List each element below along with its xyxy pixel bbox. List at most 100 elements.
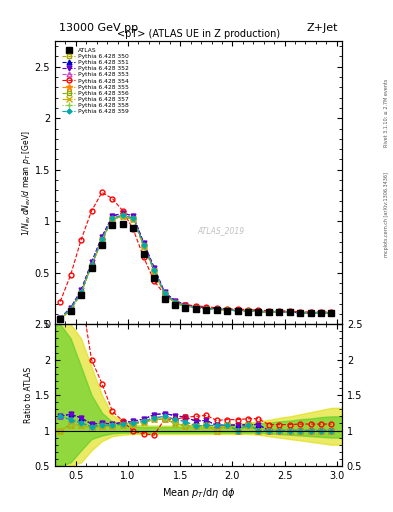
- Pythia 6.428 358: [204, 306, 209, 312]
- Pythia 6.428 353: [152, 267, 156, 273]
- Pythia 6.428 354: [214, 305, 219, 311]
- Pythia 6.428 358: [319, 310, 323, 316]
- Pythia 6.428 357: [235, 308, 240, 314]
- Pythia 6.428 352: [162, 289, 167, 295]
- Pythia 6.428 358: [225, 307, 230, 313]
- Pythia 6.428 358: [298, 310, 303, 316]
- Line: Pythia 6.428 358: Pythia 6.428 358: [57, 212, 335, 323]
- Pythia 6.428 355: [152, 268, 156, 274]
- Pythia 6.428 356: [141, 243, 146, 249]
- Line: Pythia 6.428 357: Pythia 6.428 357: [57, 212, 335, 323]
- Pythia 6.428 356: [183, 304, 188, 310]
- Pythia 6.428 357: [193, 305, 198, 311]
- Pythia 6.428 356: [173, 300, 177, 306]
- Line: Pythia 6.428 354: Pythia 6.428 354: [58, 190, 334, 314]
- Pythia 6.428 352: [298, 310, 303, 316]
- Pythia 6.428 359: [308, 310, 313, 316]
- Pythia 6.428 355: [110, 216, 115, 222]
- Pythia 6.428 352: [204, 305, 209, 311]
- Pythia 6.428 350: [110, 216, 115, 222]
- Pythia 6.428 357: [319, 310, 323, 316]
- Pythia 6.428 350: [298, 310, 303, 316]
- Pythia 6.428 350: [256, 309, 261, 315]
- Pythia 6.428 353: [225, 307, 230, 313]
- Pythia 6.428 356: [58, 316, 62, 322]
- Pythia 6.428 357: [89, 263, 94, 269]
- Pythia 6.428 355: [131, 216, 136, 222]
- Pythia 6.428 353: [99, 236, 104, 242]
- Pythia 6.428 357: [183, 304, 188, 310]
- Pythia 6.428 357: [287, 309, 292, 315]
- Pythia 6.428 355: [246, 308, 250, 314]
- Pythia 6.428 355: [235, 308, 240, 314]
- ATLAS: [308, 310, 313, 316]
- ATLAS: [319, 310, 323, 316]
- Pythia 6.428 359: [256, 309, 261, 315]
- Pythia 6.428 357: [99, 237, 104, 243]
- Pythia 6.428 352: [256, 308, 261, 314]
- Pythia 6.428 351: [319, 310, 323, 316]
- Pythia 6.428 352: [121, 210, 125, 216]
- Pythia 6.428 352: [214, 306, 219, 312]
- Pythia 6.428 356: [68, 307, 73, 313]
- Pythia 6.428 354: [121, 208, 125, 214]
- ATLAS: [131, 225, 136, 231]
- Pythia 6.428 357: [68, 307, 73, 313]
- Pythia 6.428 351: [214, 306, 219, 312]
- Pythia 6.428 357: [79, 290, 83, 296]
- Pythia 6.428 358: [173, 300, 177, 306]
- Pythia 6.428 353: [193, 305, 198, 311]
- ATLAS: [110, 222, 115, 228]
- Pythia 6.428 350: [214, 307, 219, 313]
- Pythia 6.428 357: [173, 300, 177, 306]
- Pythia 6.428 357: [266, 309, 271, 315]
- Pythia 6.428 355: [277, 309, 282, 315]
- Pythia 6.428 352: [277, 309, 282, 315]
- Line: Pythia 6.428 350: Pythia 6.428 350: [58, 214, 334, 322]
- Pythia 6.428 359: [183, 303, 188, 309]
- Pythia 6.428 357: [152, 268, 156, 274]
- Pythia 6.428 359: [152, 267, 156, 273]
- Pythia 6.428 355: [99, 237, 104, 243]
- Pythia 6.428 352: [287, 309, 292, 315]
- ATLAS: [79, 292, 83, 298]
- Pythia 6.428 353: [173, 298, 177, 305]
- Pythia 6.428 350: [79, 290, 83, 296]
- Pythia 6.428 356: [287, 309, 292, 315]
- Pythia 6.428 358: [152, 268, 156, 274]
- Pythia 6.428 353: [256, 309, 261, 315]
- Pythia 6.428 350: [308, 310, 313, 316]
- Pythia 6.428 358: [110, 216, 115, 222]
- Pythia 6.428 359: [204, 306, 209, 312]
- Pythia 6.428 350: [162, 291, 167, 297]
- Pythia 6.428 352: [152, 265, 156, 271]
- Pythia 6.428 350: [329, 310, 334, 316]
- ATLAS: [287, 309, 292, 315]
- Pythia 6.428 357: [298, 310, 303, 316]
- Pythia 6.428 352: [266, 309, 271, 315]
- Pythia 6.428 353: [235, 308, 240, 314]
- Pythia 6.428 354: [246, 307, 250, 313]
- Pythia 6.428 353: [110, 215, 115, 221]
- Pythia 6.428 353: [298, 310, 303, 316]
- Pythia 6.428 358: [131, 216, 136, 222]
- Pythia 6.428 356: [266, 309, 271, 315]
- Pythia 6.428 351: [141, 240, 146, 246]
- Pythia 6.428 353: [319, 310, 323, 316]
- Pythia 6.428 356: [99, 237, 104, 243]
- Pythia 6.428 359: [58, 315, 62, 321]
- Pythia 6.428 351: [287, 309, 292, 315]
- Pythia 6.428 357: [225, 307, 230, 313]
- Pythia 6.428 354: [204, 304, 209, 310]
- ATLAS: [246, 309, 250, 315]
- Pythia 6.428 358: [183, 304, 188, 310]
- Pythia 6.428 359: [162, 290, 167, 296]
- Pythia 6.428 355: [183, 304, 188, 310]
- Pythia 6.428 351: [256, 308, 261, 314]
- Pythia 6.428 354: [99, 189, 104, 196]
- Pythia 6.428 352: [89, 260, 94, 266]
- Pythia 6.428 357: [246, 308, 250, 314]
- Pythia 6.428 354: [193, 303, 198, 309]
- Pythia 6.428 350: [131, 216, 136, 222]
- Pythia 6.428 355: [68, 307, 73, 313]
